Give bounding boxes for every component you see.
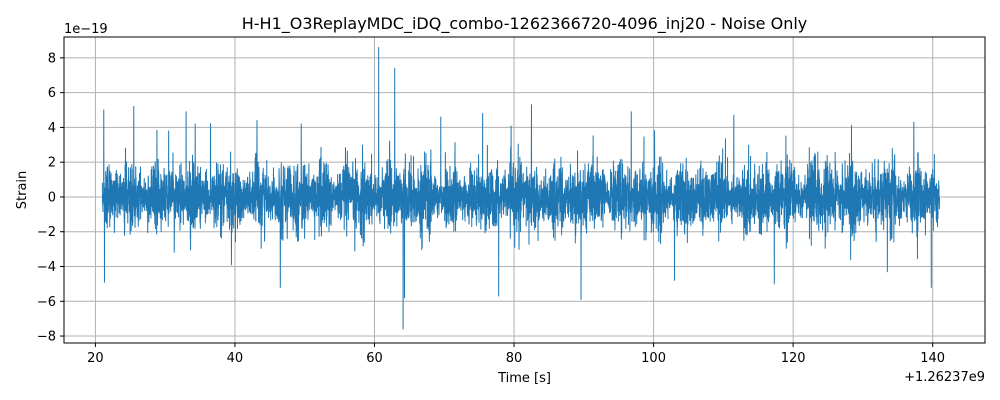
y-axis-label: Strain [15, 171, 30, 210]
x-tick-label: 80 [506, 351, 523, 366]
y-tick-label: 6 [48, 86, 56, 101]
x-tick-label: 140 [920, 351, 945, 366]
y-tick-label: 8 [48, 51, 56, 66]
x-tick-label: 60 [366, 351, 383, 366]
plot-area [101, 46, 941, 330]
y-tick-label: 2 [48, 156, 56, 171]
y-tick-label: −8 [37, 330, 56, 345]
x-axis-offset-label: +1.26237e9 [904, 370, 985, 385]
x-axis-label: Time [s] [497, 371, 551, 386]
y-tick-label: −4 [37, 260, 56, 275]
x-tick-label: 40 [227, 351, 244, 366]
strain-series-line [101, 46, 941, 330]
chart-title: H-H1_O3ReplayMDC_iDQ_combo-1262366720-40… [242, 14, 808, 34]
y-tick-label: −6 [37, 295, 56, 310]
y-tick-label: 0 [48, 190, 56, 205]
y-axis-ticks: −8 −6 −4 −2 0 2 4 6 8 [37, 51, 64, 345]
x-tick-label: 20 [87, 351, 104, 366]
y-tick-label: 4 [48, 121, 56, 136]
x-tick-label: 100 [641, 351, 666, 366]
x-axis-ticks: 20 40 60 80 100 120 140 [87, 343, 945, 366]
x-tick-label: 120 [781, 351, 806, 366]
axes-frame [63, 36, 986, 344]
y-axis-scale-label: 1e−19 [64, 22, 108, 37]
y-tick-label: −2 [37, 225, 56, 240]
grid-lines [64, 37, 985, 343]
